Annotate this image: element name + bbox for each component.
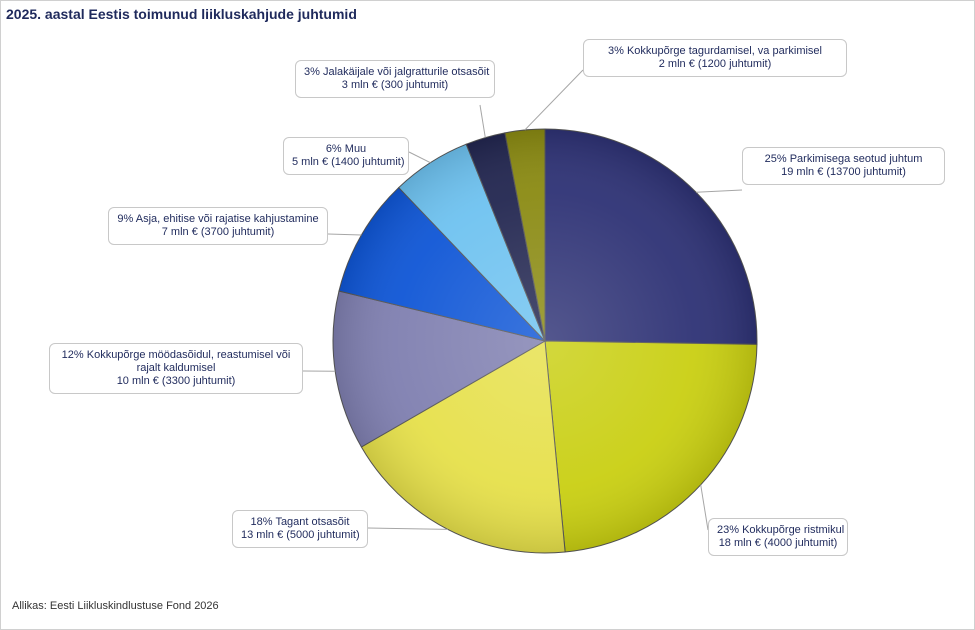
chart-source: Allikas: Eesti Liikluskindlustuse Fond 2… [12,600,219,612]
leader-line-7 [524,69,584,131]
chart-title: 2025. aastal Eestis toimunud liikluskahj… [6,6,357,22]
data-label-tagant: 18% Tagant otsasõit 13 mln € (5000 juhtu… [232,510,368,548]
data-label-muu: 6% Muu 5 mln € (1400 juhtumit) [283,137,409,175]
data-label-asja: 9% Asja, ehitise või rajatise kahjustami… [108,207,328,245]
data-label-jalakaija: 3% Jalakäijale või jalgratturile otsasõi… [295,60,495,98]
leader-line-4 [327,233,362,236]
data-label-tagurdamine: 3% Kokkupõrge tagurdamisel, va parkimise… [583,39,847,77]
leader-line-1 [700,484,709,531]
leader-line-2 [367,527,448,530]
data-label-moodasoit: 12% Kokkupõrge möödasõidul, reastumisel … [49,343,303,394]
leader-line-0 [696,189,743,193]
data-label-parkimine: 25% Parkimisega seotud juhtum 19 mln € (… [742,147,945,185]
pie-slice-0 [544,128,758,345]
data-label-ristmik: 23% Kokkupõrge ristmikul 18 mln € (4000 … [708,518,848,556]
leader-line-5 [408,151,431,164]
leader-line-6 [479,104,486,138]
